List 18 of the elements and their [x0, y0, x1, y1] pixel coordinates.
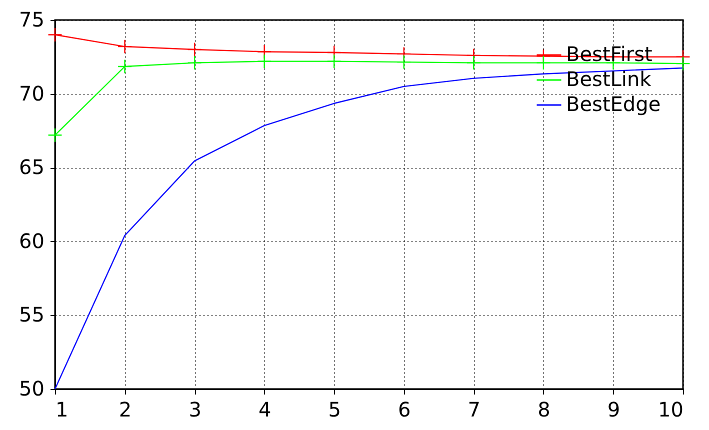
y-tick-label: 65 [19, 155, 44, 180]
legend-label: BestEdge [566, 92, 661, 116]
x-tick-label: 5 [328, 398, 341, 422]
y-tick-label: 75 [19, 8, 44, 32]
x-tick-label: 3 [188, 398, 202, 422]
x-tick-label: 7 [468, 398, 481, 422]
x-tick-label: 8 [538, 398, 550, 422]
legend-label: BestLink [566, 67, 652, 91]
y-tick-label: 55 [19, 302, 44, 327]
y-tick-label: 70 [19, 81, 44, 106]
y-tick-label: 60 [19, 228, 44, 253]
x-tick-label: 9 [607, 398, 620, 422]
x-tick-label: 4 [258, 398, 272, 422]
y-tick-label: 50 [19, 376, 44, 400]
x-tick-label: 1 [56, 398, 68, 422]
x-tick-label: 2 [118, 398, 132, 422]
x-tick-label: 6 [398, 398, 411, 422]
x-tick-label: 10 [658, 398, 684, 422]
